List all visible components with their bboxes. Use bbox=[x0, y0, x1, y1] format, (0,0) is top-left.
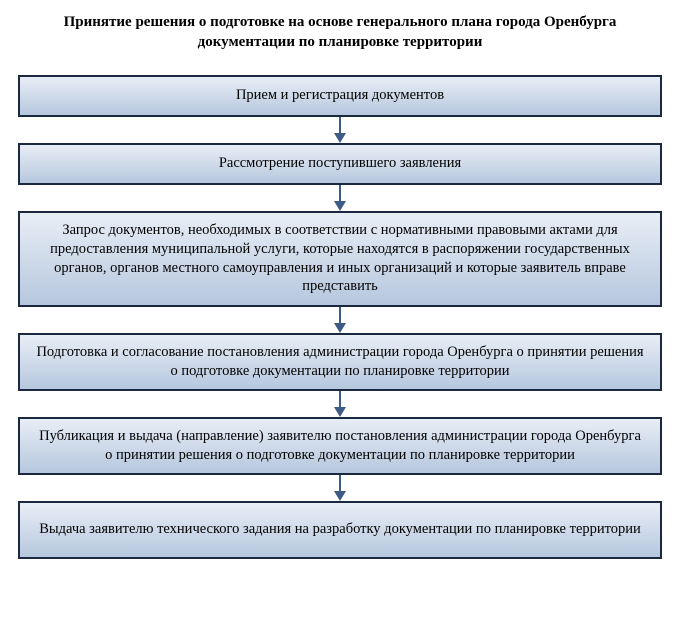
flow-arrow bbox=[334, 117, 346, 143]
flow-step-n6: Выдача заявителю технического задания на… bbox=[18, 501, 662, 559]
diagram-title: Принятие решения о подготовке на основе … bbox=[18, 12, 662, 53]
flow-step-label: Публикация и выдача (направление) заявит… bbox=[34, 427, 646, 465]
arrow-head-icon bbox=[334, 201, 346, 211]
flow-arrow bbox=[334, 391, 346, 417]
flow-step-n4: Подготовка и согласование постановления … bbox=[18, 333, 662, 391]
flowchart-container: Прием и регистрация документов Рассмотрен… bbox=[18, 75, 662, 559]
flow-step-n5: Публикация и выдача (направление) заявит… bbox=[18, 417, 662, 475]
arrow-line bbox=[339, 391, 341, 407]
flow-arrow bbox=[334, 307, 346, 333]
flow-step-n1: Прием и регистрация документов bbox=[18, 75, 662, 117]
arrow-head-icon bbox=[334, 407, 346, 417]
arrow-line bbox=[339, 117, 341, 133]
flow-step-label: Запрос документов, необходимых в соответ… bbox=[34, 221, 646, 296]
arrow-line bbox=[339, 185, 341, 201]
arrow-head-icon bbox=[334, 491, 346, 501]
flow-step-label: Выдача заявителю технического задания на… bbox=[39, 520, 641, 539]
arrow-head-icon bbox=[334, 323, 346, 333]
flow-step-label: Подготовка и согласование постановления … bbox=[34, 343, 646, 381]
flow-step-n3: Запрос документов, необходимых в соответ… bbox=[18, 211, 662, 307]
arrow-line bbox=[339, 475, 341, 491]
arrow-line bbox=[339, 307, 341, 323]
flow-arrow bbox=[334, 185, 346, 211]
flow-arrow bbox=[334, 475, 346, 501]
flow-step-n2: Рассмотрение поступившего заявления bbox=[18, 143, 662, 185]
arrow-head-icon bbox=[334, 133, 346, 143]
flow-step-label: Прием и регистрация документов bbox=[236, 86, 444, 105]
flow-step-label: Рассмотрение поступившего заявления bbox=[219, 154, 461, 173]
